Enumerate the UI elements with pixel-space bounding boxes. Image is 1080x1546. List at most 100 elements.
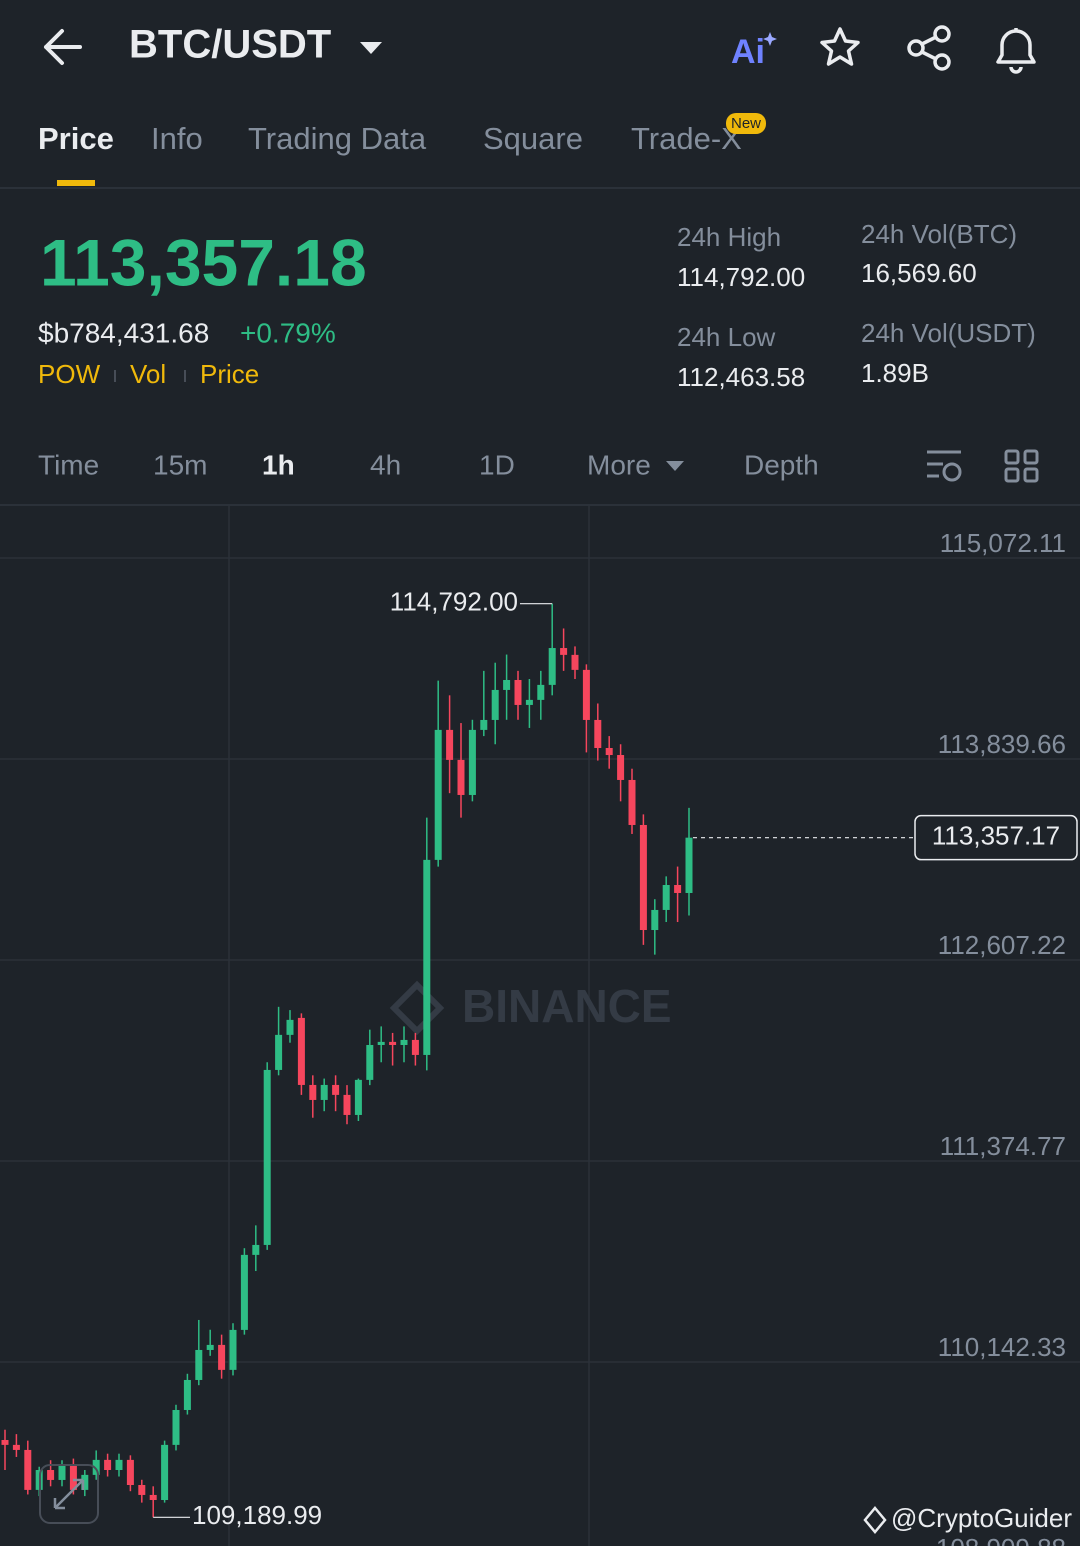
y-tick-label: 108,909.88 xyxy=(936,1533,1066,1546)
candle-body xyxy=(115,1459,123,1471)
tab[interactable]: Trade-X xyxy=(631,121,742,156)
interval[interactable]: 15m xyxy=(153,449,207,480)
new-badge xyxy=(726,113,766,134)
candle-body xyxy=(457,759,465,795)
candle-body xyxy=(537,684,545,700)
candle-body xyxy=(69,1464,77,1490)
candle-body xyxy=(24,1449,32,1490)
indicator-settings[interactable] xyxy=(927,450,962,482)
candle-body xyxy=(377,1041,385,1045)
interval[interactable]: More xyxy=(587,449,651,480)
stat-label: 24h Vol(BTC) xyxy=(861,219,1017,249)
candle-body xyxy=(320,1084,328,1100)
candle-body xyxy=(674,884,682,893)
candle-body xyxy=(12,1444,20,1450)
candle-body xyxy=(434,729,442,860)
candle-body xyxy=(400,1039,408,1045)
candle-body xyxy=(491,689,499,720)
last-price-label: 113,357.17 xyxy=(932,821,1060,851)
interval[interactable]: 1D xyxy=(479,449,515,480)
tag[interactable]: Price xyxy=(200,359,259,389)
fullscreen-button[interactable] xyxy=(39,1464,99,1524)
interval[interactable]: Time xyxy=(38,449,99,480)
watermark-logo xyxy=(389,980,445,1036)
watermark: BINANCE xyxy=(462,980,672,1032)
candle-body xyxy=(286,1019,294,1035)
tab[interactable]: Trading Data xyxy=(248,121,427,156)
new-badge-text: New xyxy=(731,115,761,132)
candle-body xyxy=(252,1244,260,1255)
last-price-box xyxy=(914,814,1078,861)
candle-body xyxy=(149,1494,157,1501)
candle-body xyxy=(411,1039,419,1055)
candle-body xyxy=(92,1459,100,1475)
candle-body xyxy=(617,755,625,780)
y-tick-label: 113,839.66 xyxy=(938,729,1066,759)
stat-value: 16,569.60 xyxy=(861,258,977,288)
candle-body xyxy=(605,748,613,756)
candle-body xyxy=(229,1329,237,1370)
stat-value: 114,792.00 xyxy=(677,262,805,292)
tab[interactable]: Price xyxy=(38,121,114,156)
ai-button[interactable]: Ai xyxy=(731,33,765,71)
back-button[interactable] xyxy=(44,29,82,65)
tab-indicator xyxy=(57,180,95,186)
candle-body xyxy=(195,1349,203,1380)
tag[interactable]: POW xyxy=(38,359,101,389)
candle-body xyxy=(468,729,476,795)
fullscreen-icon xyxy=(53,1478,85,1510)
candle-body xyxy=(138,1485,146,1495)
candle-body xyxy=(104,1459,112,1471)
tag-separator xyxy=(114,370,116,382)
interval[interactable]: 4h xyxy=(370,449,401,480)
stat-value: 112,463.58 xyxy=(677,362,805,392)
interval[interactable]: Depth xyxy=(744,449,819,480)
candle-body xyxy=(560,648,568,655)
candle-body xyxy=(423,859,431,1055)
candlestick-plot: 115,072.11 113,839.66 112,607.22 111,374.77… xyxy=(0,528,1080,1546)
y-tick-label: 111,374.77 xyxy=(940,1131,1066,1161)
stat-label: 24h Low xyxy=(677,322,776,352)
candle-body xyxy=(297,1017,305,1085)
pair-dropdown[interactable] xyxy=(360,42,382,54)
min-label: 109,189.99 xyxy=(192,1500,322,1530)
y-tick-label: 115,072.11 xyxy=(940,528,1066,558)
tab[interactable]: Square xyxy=(483,121,583,156)
interval[interactable]: 1h xyxy=(262,449,295,480)
favorite-button[interactable] xyxy=(820,27,860,66)
price-change: +0.79% xyxy=(240,317,336,348)
candle-body xyxy=(1,1439,9,1445)
credit: @CryptoGuider xyxy=(891,1503,1072,1533)
pair-title[interactable]: BTC/USDT xyxy=(129,23,331,67)
candle-body xyxy=(662,884,670,910)
stat-value: 1.89B xyxy=(861,358,929,388)
alert-button[interactable] xyxy=(996,28,1036,74)
last-price: 113,357.18 xyxy=(40,225,367,299)
candle-body xyxy=(275,1034,283,1070)
share-button[interactable] xyxy=(907,25,951,71)
candle-body xyxy=(81,1474,89,1490)
fiat-price: $b784,431.68 xyxy=(38,317,209,348)
candle-body xyxy=(354,1079,362,1115)
stat-label: 24h Vol(USDT) xyxy=(861,318,1036,348)
tab[interactable]: Info xyxy=(151,121,203,156)
candle-body xyxy=(514,679,522,705)
tag[interactable]: Vol xyxy=(130,359,166,389)
candle-body xyxy=(172,1409,180,1445)
layout-button[interactable] xyxy=(1004,449,1039,483)
candle-body xyxy=(628,779,636,825)
candle-body xyxy=(126,1459,134,1486)
candle-body xyxy=(651,909,659,931)
candle-body xyxy=(183,1379,191,1410)
candle-body xyxy=(480,719,488,730)
candle-body xyxy=(343,1094,351,1115)
candle-body xyxy=(685,837,693,893)
candle-body xyxy=(366,1044,374,1080)
candle-body xyxy=(639,824,647,931)
candle-body xyxy=(548,648,556,685)
candle-body xyxy=(582,669,590,720)
more-dropdown[interactable] xyxy=(666,461,684,471)
stat-label: 24h High xyxy=(677,222,781,252)
